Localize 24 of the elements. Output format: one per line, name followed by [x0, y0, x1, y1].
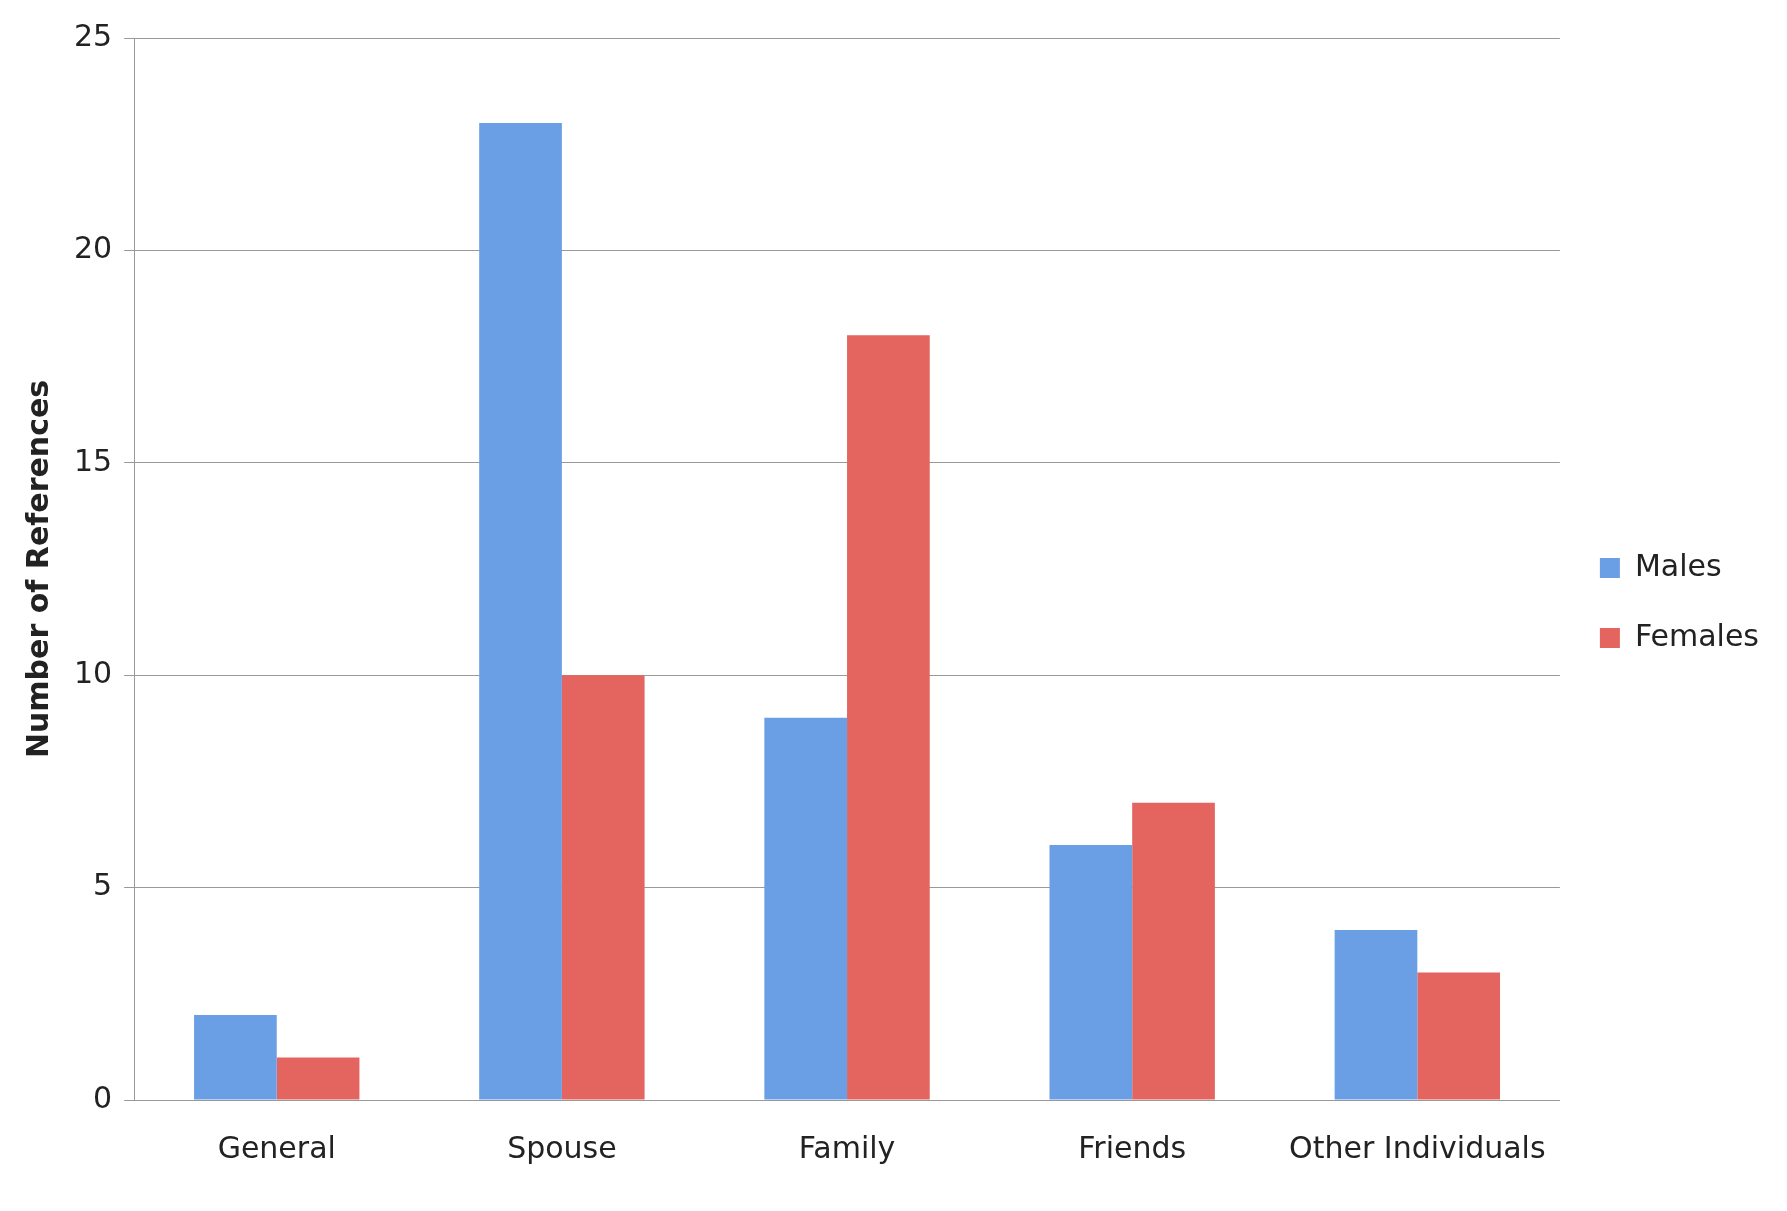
bar [1132, 802, 1215, 1100]
legend-label: Females [1634, 617, 1760, 653]
y-tick-label: 15 [73, 442, 113, 478]
bar [1334, 930, 1418, 1100]
x-tick-label: Friends [1078, 1129, 1187, 1165]
bar [194, 1015, 277, 1100]
y-tick-label: 5 [93, 867, 113, 903]
bar [276, 1057, 360, 1100]
bar [764, 717, 848, 1100]
x-tick-label: Family [798, 1129, 896, 1165]
bar [479, 122, 562, 1100]
bar [1049, 845, 1133, 1100]
y-axis-title: Number of References [19, 379, 55, 759]
bar [561, 675, 645, 1100]
y-tick-label: 10 [73, 655, 113, 690]
legend-label: Males [1634, 547, 1722, 583]
y-tick-label: 0 [93, 1079, 113, 1115]
x-tick-label: Spouse [507, 1129, 617, 1165]
y-tick-label: 25 [73, 17, 113, 53]
x-tick-label: General [217, 1129, 336, 1165]
bar [1417, 972, 1501, 1100]
y-tick-label: 20 [73, 230, 113, 266]
x-tick-label: Other Individuals [1289, 1129, 1546, 1165]
bar [847, 335, 930, 1100]
